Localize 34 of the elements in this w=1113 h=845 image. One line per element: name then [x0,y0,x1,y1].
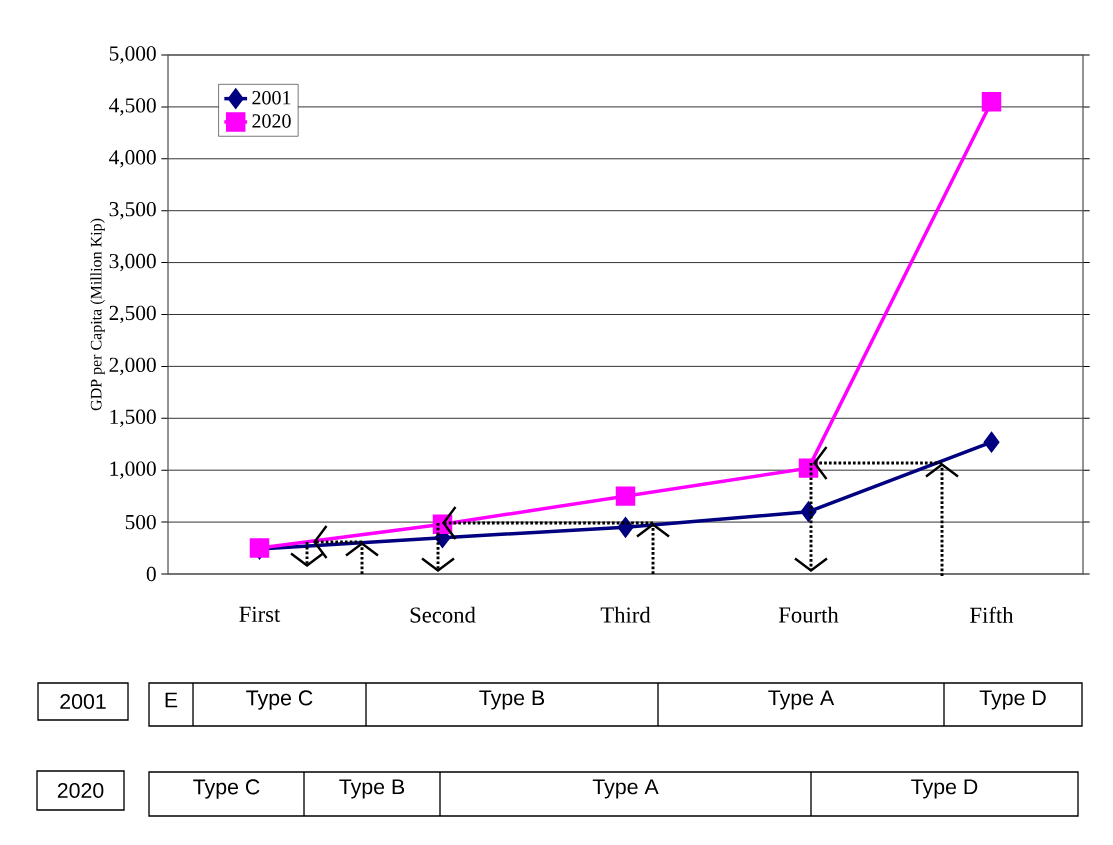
y-tick-label: 500 [125,514,156,530]
text: 2020 [57,782,104,799]
y-tick-label: 1,500 [110,409,156,428]
y-tick-label: 3,500 [109,201,156,220]
text: Type A [768,690,835,710]
x-tick-label: Second [410,606,476,623]
text: Type C [193,779,260,799]
text: Type D [911,779,978,799]
y-tick-label: 1,000 [110,461,156,479]
text: Type B [479,690,545,710]
point [983,432,1000,452]
text: Type B [339,779,405,799]
y-tick-label: 4,000 [109,150,156,168]
x-tick-label: Fifth [970,606,1014,623]
text: Type C [246,690,313,710]
point [617,517,634,538]
text: Type A [592,779,659,799]
y-tick-label: 2,000 [109,357,156,376]
point [615,486,636,506]
y-tick-label: 0 [146,566,156,582]
text: E [165,692,178,708]
y-tick-label: 4,500 [109,98,156,116]
x-tick-label: First [239,606,281,622]
text: 2001 [60,693,106,710]
legend-label: 2001 [252,90,291,105]
y-tick-label: 2,500 [109,305,156,324]
point [981,91,1002,112]
text: Type D [979,690,1046,710]
y-axis-title: GDP per Capita (Million Kip) [90,218,105,411]
x-tick-label: Fourth [778,606,839,623]
legend-label: 2020 [252,114,291,128]
y-tick-label: 3,000 [109,253,156,272]
y-tick-label: 5,000 [109,46,156,64]
x-tick-label: Third [600,606,651,623]
